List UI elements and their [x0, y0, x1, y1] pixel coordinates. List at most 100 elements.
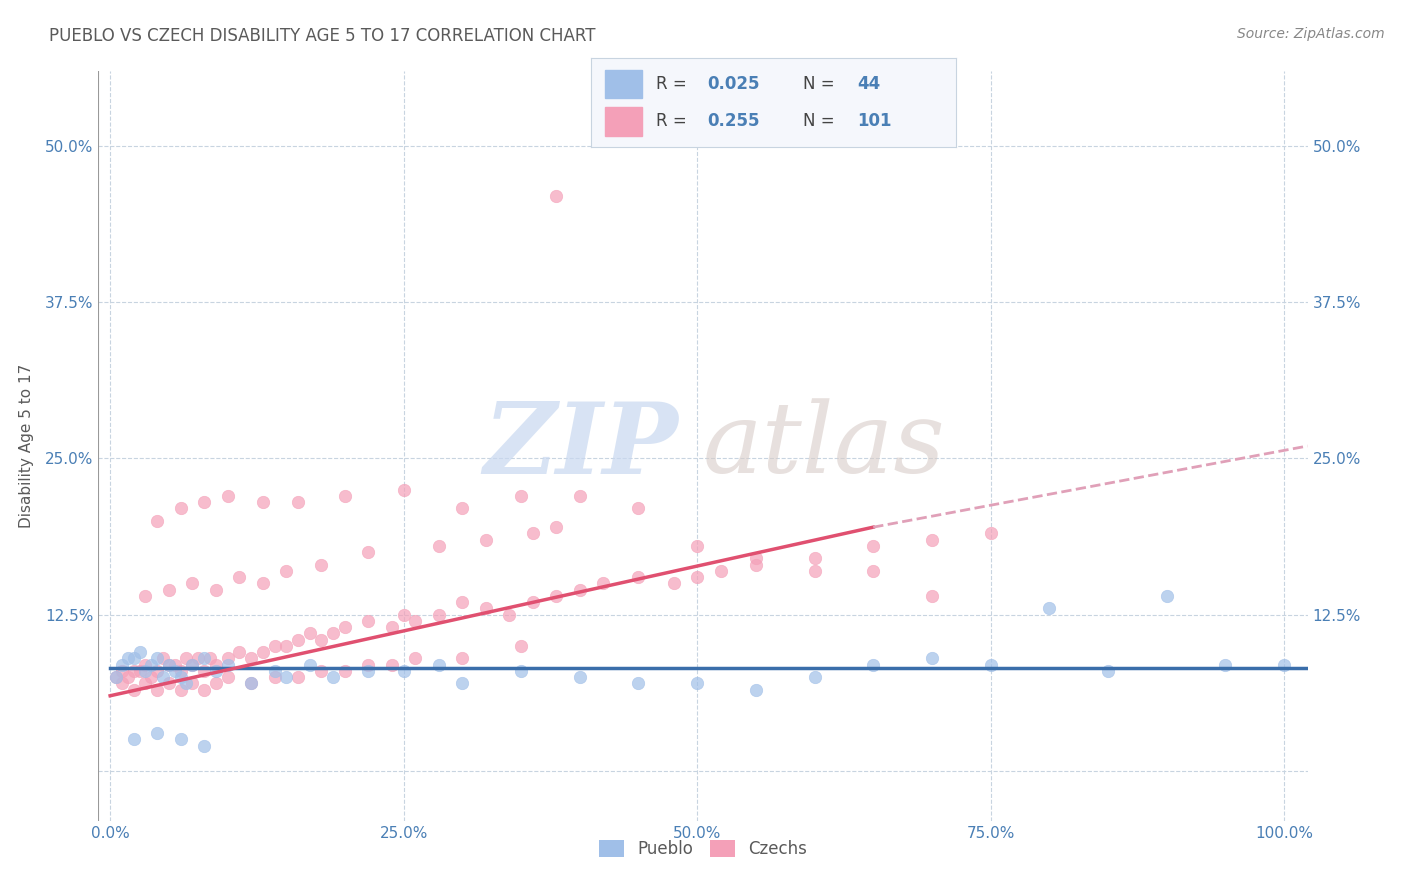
Point	[204, 676, 226, 690]
Point	[592, 576, 614, 591]
Point	[187, 651, 209, 665]
Point	[404, 651, 426, 665]
Point	[980, 657, 1002, 672]
Point	[163, 664, 186, 678]
Point	[921, 533, 943, 547]
Point	[228, 570, 250, 584]
Point	[181, 657, 204, 672]
Point	[357, 657, 380, 672]
Point	[217, 651, 239, 665]
Point	[141, 657, 163, 672]
Point	[263, 639, 285, 653]
Point	[686, 570, 709, 584]
Point	[141, 670, 163, 684]
Point	[146, 682, 169, 697]
Point	[921, 589, 943, 603]
Point	[475, 601, 498, 615]
Point	[510, 489, 533, 503]
Point	[546, 589, 568, 603]
Point	[546, 189, 568, 203]
Point	[404, 614, 426, 628]
Text: Source: ZipAtlas.com: Source: ZipAtlas.com	[1237, 27, 1385, 41]
Point	[333, 489, 356, 503]
Point	[662, 576, 685, 591]
Point	[146, 726, 169, 740]
Point	[427, 657, 450, 672]
Text: N =: N =	[803, 112, 839, 130]
Point	[122, 682, 145, 697]
Point	[128, 645, 150, 659]
Point	[181, 676, 204, 690]
Point	[921, 651, 943, 665]
Point	[357, 664, 380, 678]
Point	[128, 664, 150, 678]
Point	[322, 670, 344, 684]
Point	[710, 564, 733, 578]
Text: R =: R =	[657, 112, 692, 130]
Point	[427, 539, 450, 553]
Point	[117, 670, 139, 684]
Point	[498, 607, 520, 622]
Point	[276, 639, 298, 653]
Point	[510, 639, 533, 653]
Text: 101: 101	[858, 112, 891, 130]
Point	[111, 664, 134, 678]
Point	[217, 670, 239, 684]
Point	[862, 564, 884, 578]
Point	[287, 670, 309, 684]
Point	[176, 651, 198, 665]
Point	[134, 589, 156, 603]
Text: atlas: atlas	[703, 399, 946, 493]
Point	[169, 501, 191, 516]
Point	[157, 676, 180, 690]
Point	[157, 582, 180, 597]
Point	[862, 539, 884, 553]
Text: N =: N =	[803, 75, 839, 93]
Point	[381, 657, 404, 672]
Point	[240, 676, 263, 690]
Point	[522, 595, 544, 609]
Text: 0.025: 0.025	[707, 75, 761, 93]
Point	[117, 651, 139, 665]
Point	[568, 670, 591, 684]
Point	[263, 670, 285, 684]
Point	[627, 501, 650, 516]
Point	[193, 682, 215, 697]
Point	[546, 520, 568, 534]
Point	[686, 539, 709, 553]
Point	[686, 676, 709, 690]
Point	[134, 676, 156, 690]
Point	[240, 651, 263, 665]
Point	[134, 657, 156, 672]
Point	[1156, 589, 1178, 603]
Point	[122, 651, 145, 665]
Point	[152, 651, 174, 665]
Bar	[605, 70, 641, 98]
Text: PUEBLO VS CZECH DISABILITY AGE 5 TO 17 CORRELATION CHART: PUEBLO VS CZECH DISABILITY AGE 5 TO 17 C…	[49, 27, 596, 45]
Point	[803, 564, 825, 578]
Point	[1038, 601, 1060, 615]
Point	[217, 489, 239, 503]
Point	[252, 495, 274, 509]
Point	[193, 664, 215, 678]
Point	[451, 676, 474, 690]
Point	[522, 526, 544, 541]
Point	[157, 657, 180, 672]
Point	[311, 558, 333, 572]
Point	[169, 732, 191, 747]
Y-axis label: Disability Age 5 to 17: Disability Age 5 to 17	[18, 364, 34, 528]
Point	[193, 495, 215, 509]
Text: 0.255: 0.255	[707, 112, 761, 130]
Point	[745, 558, 768, 572]
Point	[451, 651, 474, 665]
Point	[427, 607, 450, 622]
Point	[745, 551, 768, 566]
Point	[287, 495, 309, 509]
Point	[627, 676, 650, 690]
Point	[181, 657, 204, 672]
Point	[111, 676, 134, 690]
Point	[204, 657, 226, 672]
Point	[276, 670, 298, 684]
Text: 44: 44	[858, 75, 880, 93]
Point	[157, 657, 180, 672]
